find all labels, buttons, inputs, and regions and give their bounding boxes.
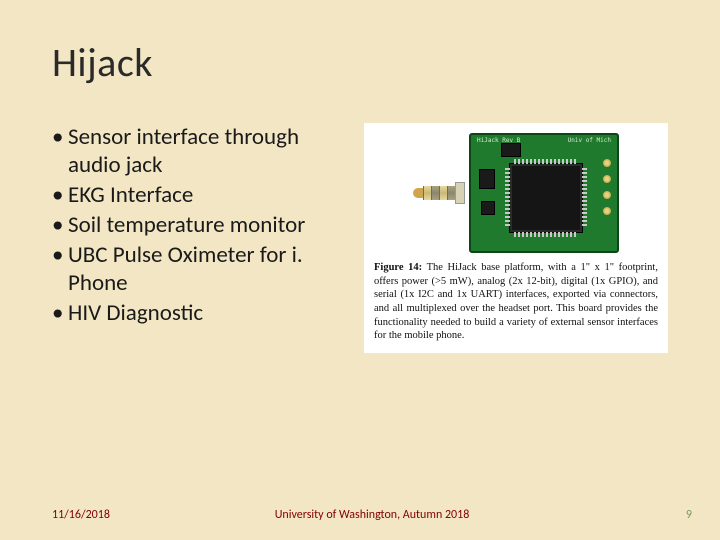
- bullet-item: Soil temperature monitor: [52, 211, 352, 239]
- footer-center: University of Washington, Autumn 2018: [275, 508, 470, 522]
- audio-jack-icon: [413, 182, 465, 204]
- bullet-item: UBC Pulse Oximeter for i. Phone: [52, 241, 352, 297]
- solder-pad-icon: [603, 159, 611, 167]
- slide: Hijack Sensor interface through audio ja…: [0, 0, 720, 540]
- footer-page-number: 9: [686, 508, 692, 522]
- pcb-board-icon: HiJack Rev B Univ of Mich: [469, 133, 619, 253]
- bullet-item: EKG Interface: [52, 181, 352, 209]
- bullet-item: HIV Diagnostic: [52, 299, 352, 327]
- slide-footer: 11/16/2018 University of Washington, Aut…: [52, 508, 692, 522]
- figure-panel: HiJack Rev B Univ of Mich Figure 1: [364, 123, 668, 353]
- solder-pad-icon: [603, 191, 611, 199]
- slide-title: Hijack: [52, 38, 668, 87]
- board-illustration: HiJack Rev B Univ of Mich: [374, 133, 658, 253]
- main-chip-icon: [509, 163, 583, 233]
- small-chip-icon: [479, 169, 495, 189]
- bullet-item: Sensor interface through audio jack: [52, 123, 352, 179]
- silkscreen-text: Univ of Mich: [568, 137, 611, 144]
- footer-date: 11/16/2018: [52, 508, 110, 522]
- content-row: Sensor interface through audio jack EKG …: [52, 123, 668, 353]
- figure-caption: Figure 14: The HiJack base platform, wit…: [374, 261, 658, 343]
- figure-label: Figure 14:: [374, 262, 422, 273]
- solder-pad-icon: [603, 175, 611, 183]
- small-chip-icon: [481, 201, 495, 215]
- figure-caption-text: The HiJack base platform, with a 1" x 1"…: [374, 262, 658, 341]
- solder-pad-icon: [603, 207, 611, 215]
- small-chip-icon: [501, 143, 521, 157]
- bullet-list: Sensor interface through audio jack EKG …: [52, 123, 352, 353]
